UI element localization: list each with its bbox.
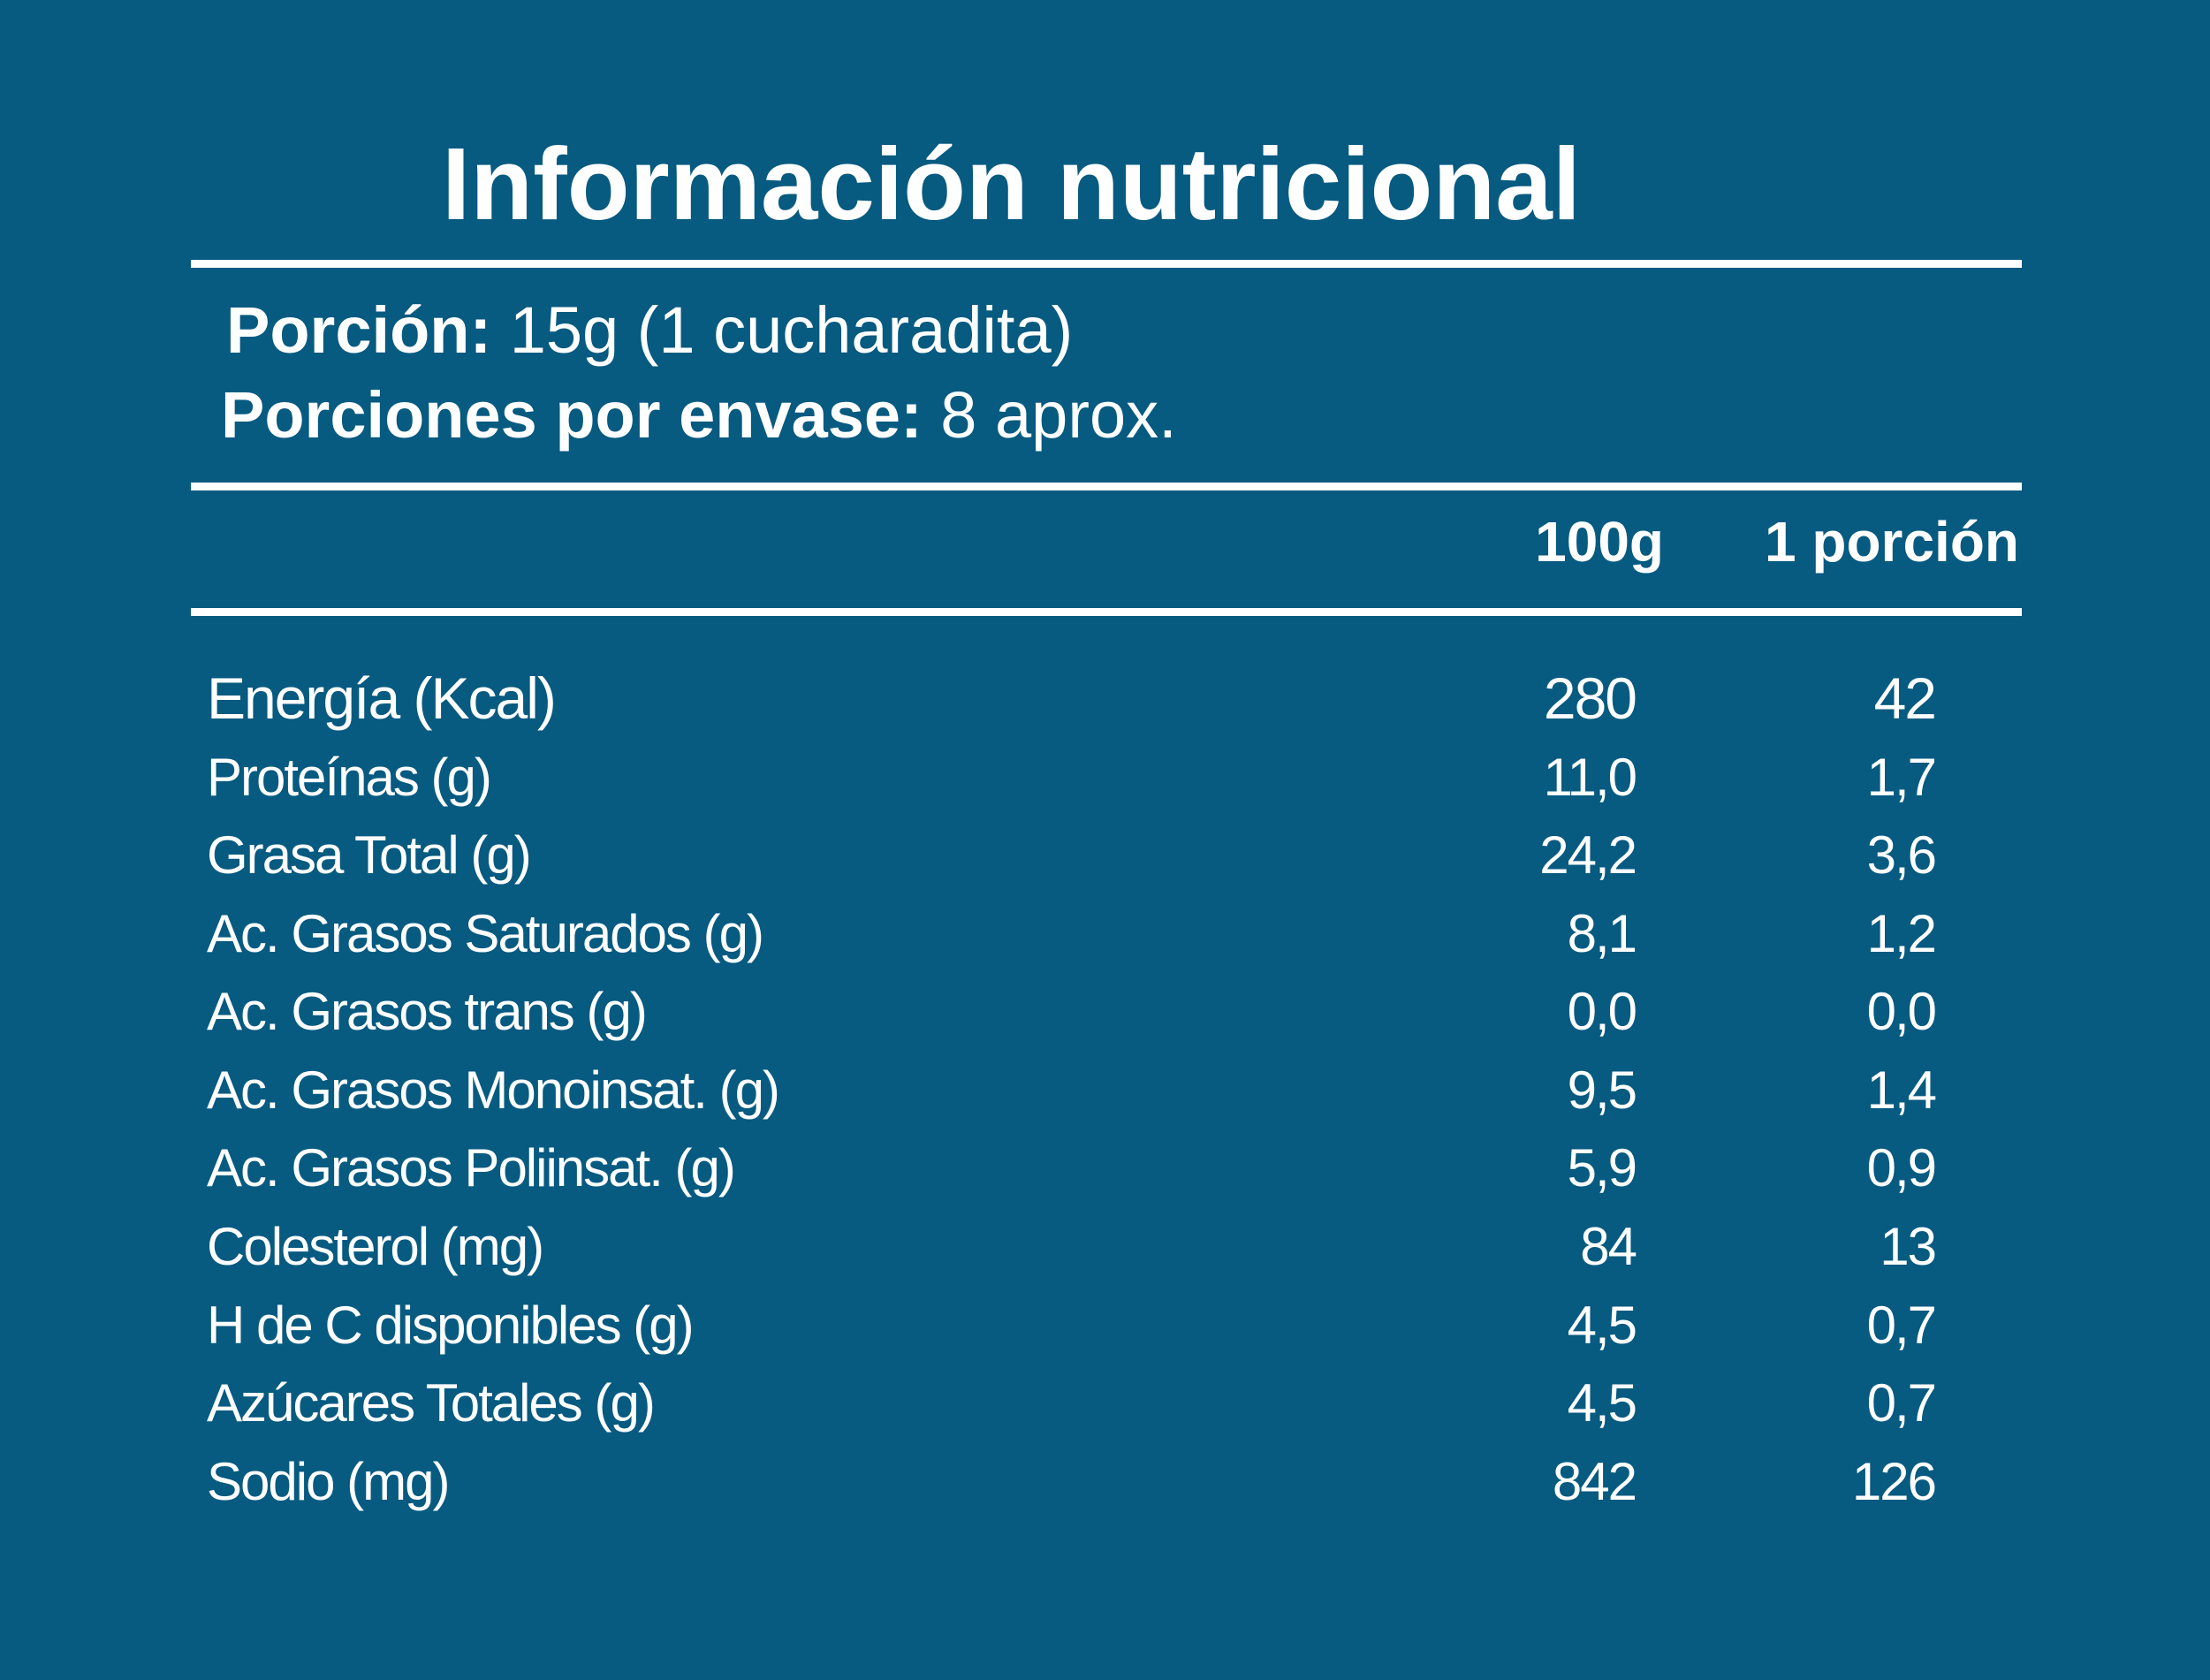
nutrient-value-portion: 1,4 [1866,1060,1937,1120]
nutrient-value-100g: 9,5 [1567,1060,1637,1120]
nutrient-name: Grasa Total (g) [207,825,532,885]
column-header-100g: 100g [1535,510,1664,574]
nutrient-value-100g: 842 [1552,1452,1637,1511]
page-title: Información nutricional [442,126,1581,241]
table-row: Proteínas (g) 11,0 1,7 [0,739,2210,817]
table-row: Colesterol (mg) 84 13 [0,1208,2210,1286]
nutrient-value-portion: 126 [1851,1452,1937,1511]
nutrient-value-100g: 4,5 [1567,1373,1637,1433]
nutrient-value-portion: 0,9 [1866,1138,1937,1197]
nutrient-value-portion: 0,7 [1866,1296,1937,1355]
nutrient-value-portion: 0,0 [1866,982,1937,1041]
nutrient-value-100g: 84 [1580,1217,1637,1276]
table-row: Sodio (mg) 842 126 [0,1443,2210,1521]
nutrient-value-100g: 24,2 [1539,825,1637,885]
column-header-portion: 1 porción [1764,510,2019,574]
table-row: Grasa Total (g) 24,2 3,6 [0,817,2210,894]
nutrient-value-100g: 11,0 [1543,748,1637,807]
divider-top [191,260,2022,268]
divider-middle [191,483,2022,490]
nutrient-value-100g: 280 [1543,665,1637,731]
serving-size: Porción: 15g (1 cucharadita) [226,292,1073,369]
nutrient-value-portion: 42 [1873,665,1937,731]
nutrient-name: Ac. Grasos Monoinsat. (g) [207,1060,780,1120]
table-row: Energía (Kcal) 280 42 [0,659,2210,737]
nutrient-value-portion: 1,7 [1866,748,1937,807]
nutrient-name: Azúcares Totales (g) [207,1373,656,1433]
servings-per-container-label: Porciones por envase: [221,378,923,452]
divider-header [191,608,2022,616]
nutrient-name: H de C disponibles (g) [207,1296,695,1355]
table-row: Ac. Grasos Saturados (g) 8,1 1,2 [0,895,2210,973]
nutrient-value-portion: 1,2 [1866,904,1937,963]
nutrient-name: Colesterol (mg) [207,1217,544,1276]
nutrient-value-portion: 3,6 [1866,825,1937,885]
nutrient-name: Ac. Grasos trans (g) [207,982,648,1041]
table-row: Ac. Grasos trans (g) 0,0 0,0 [0,973,2210,1051]
nutrient-name: Ac. Grasos Saturados (g) [207,904,764,963]
nutrient-value-100g: 4,5 [1567,1296,1637,1355]
nutrient-name: Proteínas (g) [207,748,492,807]
table-row: Ac. Grasos Poliinsat. (g) 5,9 0,9 [0,1129,2210,1207]
nutrient-value-100g: 0,0 [1567,982,1637,1041]
table-row: Ac. Grasos Monoinsat. (g) 9,5 1,4 [0,1052,2210,1129]
nutrient-value-100g: 8,1 [1567,904,1637,963]
serving-size-label: Porción: [226,293,492,367]
nutrient-name: Energía (Kcal) [207,665,557,731]
nutrient-name: Ac. Grasos Poliinsat. (g) [207,1138,736,1197]
nutrient-value-portion: 13 [1880,1217,1937,1276]
nutrient-value-portion: 0,7 [1866,1373,1937,1433]
nutrient-value-100g: 5,9 [1567,1138,1637,1197]
nutrient-name: Sodio (mg) [207,1452,450,1511]
serving-size-value: 15g (1 cucharadita) [509,293,1074,367]
servings-per-container: Porciones por envase: 8 aprox. [221,376,1177,454]
table-row: Azúcares Totales (g) 4,5 0,7 [0,1365,2210,1442]
servings-per-container-value: 8 aprox. [940,378,1177,452]
table-row: H de C disponibles (g) 4,5 0,7 [0,1287,2210,1365]
